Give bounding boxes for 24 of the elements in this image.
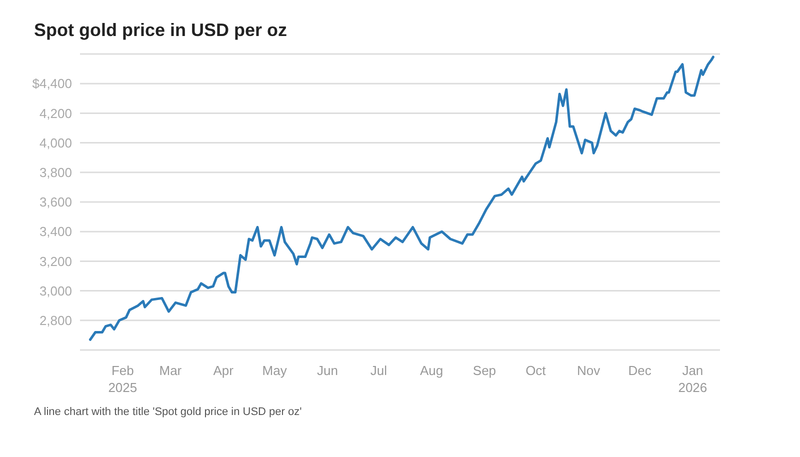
y-tick-label: 2,800 xyxy=(39,313,72,328)
x-tick-label: Aug xyxy=(420,363,444,378)
x-tick-label: May xyxy=(262,363,288,378)
x-tick-label: Mar xyxy=(159,363,182,378)
x-tick-label: Jun xyxy=(316,363,338,378)
y-tick-label: 3,800 xyxy=(39,165,72,180)
x-tick-label: Feb 2025 xyxy=(108,363,138,396)
x-tick-label: Apr xyxy=(213,363,234,378)
chart-title: Spot gold price in USD per oz xyxy=(33,19,288,42)
y-tick-label: $4,400 xyxy=(32,76,72,92)
y-tick-label: 3,400 xyxy=(39,224,72,240)
y-tick-label: 3,000 xyxy=(39,283,72,298)
y-tick-label: 4,000 xyxy=(39,135,72,150)
x-tick-label: Jan 2026 xyxy=(678,363,708,396)
y-tick-label: 3,600 xyxy=(39,194,72,210)
y-tick-label: 3,200 xyxy=(39,254,72,269)
x-tick-label: Sep xyxy=(472,363,496,378)
x-tick-label: Nov xyxy=(577,363,601,378)
x-tick-label: Oct xyxy=(526,363,546,378)
x-tick-label: Jul xyxy=(370,363,388,378)
x-tick-label: Dec xyxy=(628,363,652,378)
y-tick-label: 4,200 xyxy=(39,106,72,121)
line-series xyxy=(88,56,714,341)
text: A line chart with the title 'Spot gold price in USD per oz' xyxy=(34,406,303,418)
